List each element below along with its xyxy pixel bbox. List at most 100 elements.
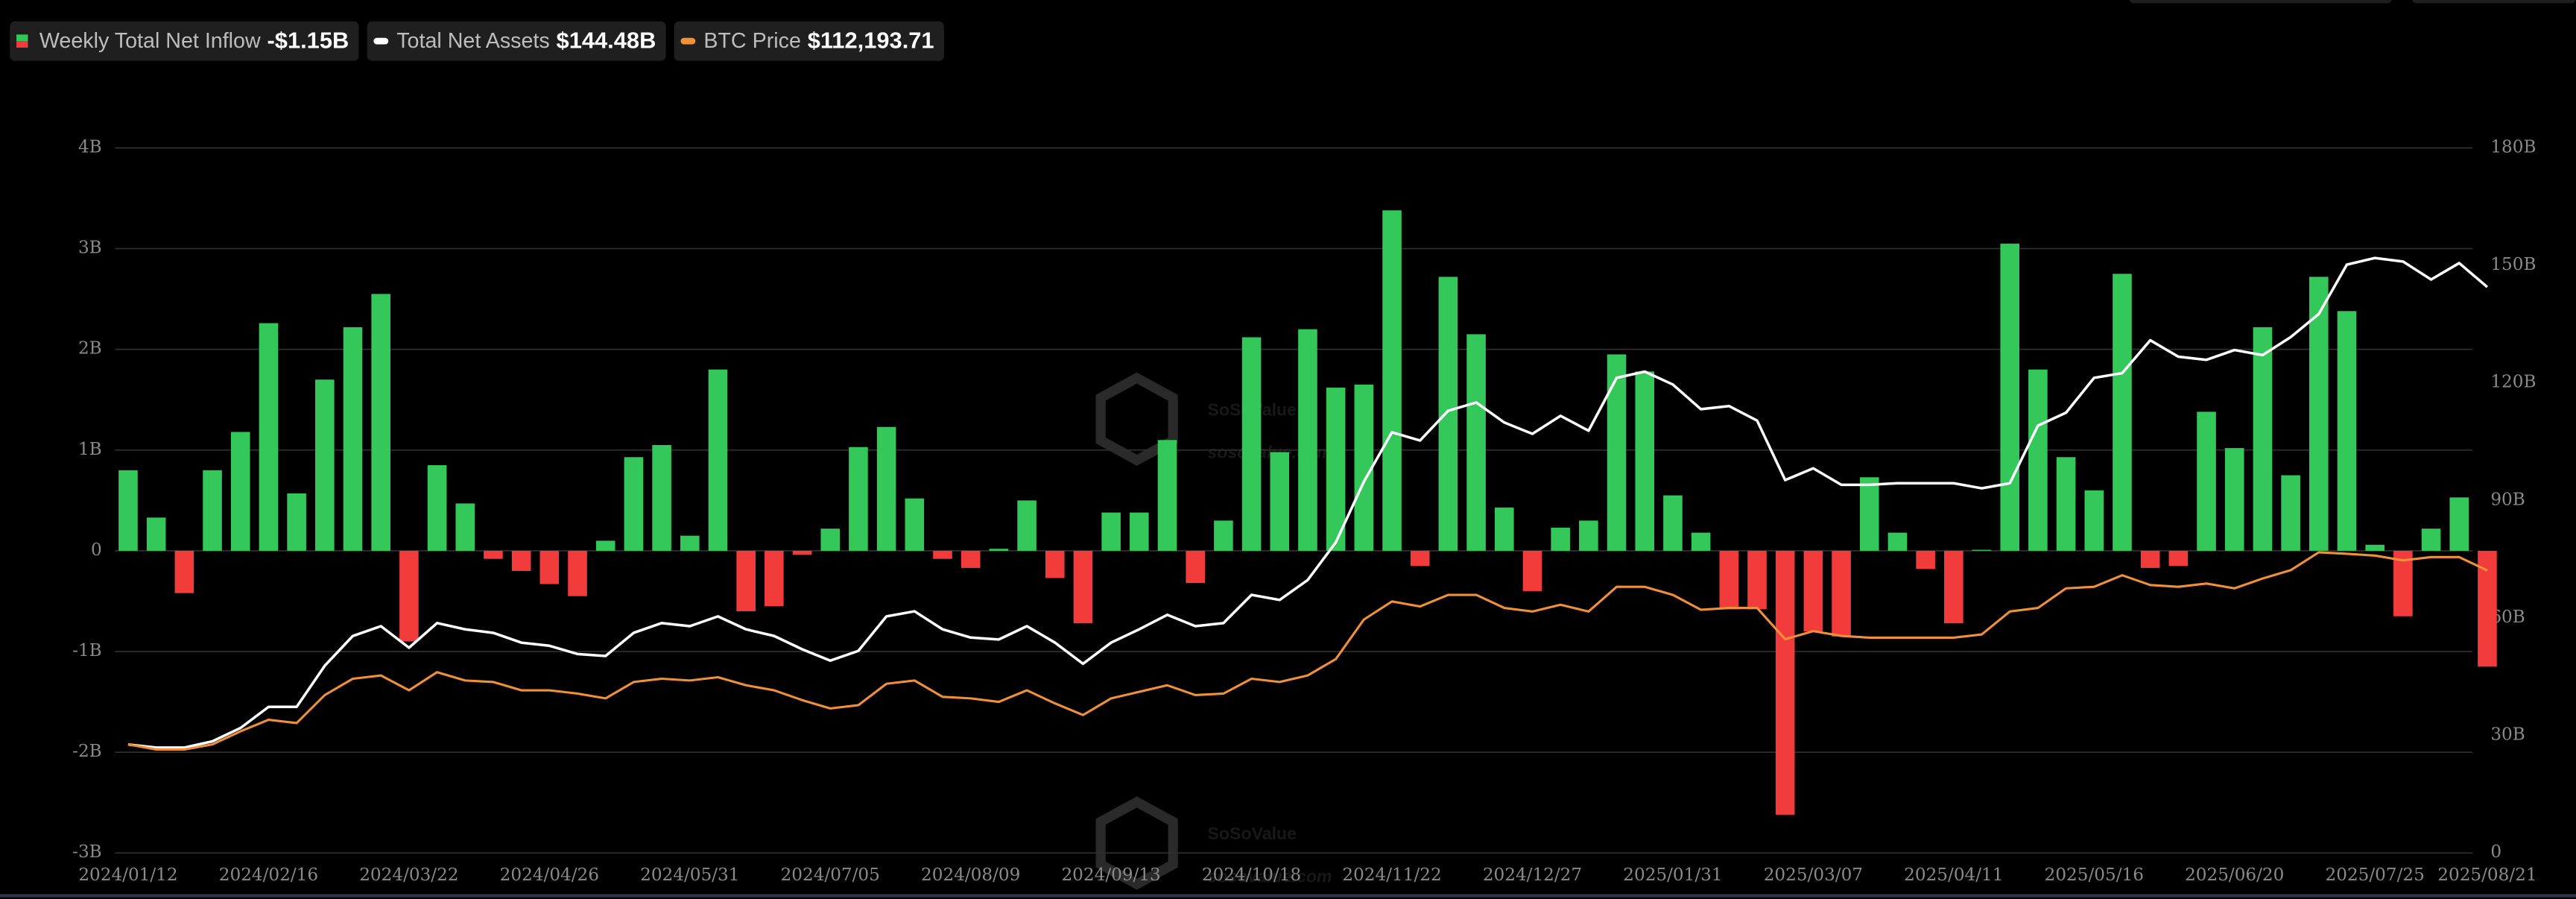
watermark-text: SoSoValue — [1207, 824, 1297, 843]
bar — [511, 550, 531, 571]
y-tick-label: 4B — [78, 137, 102, 157]
legend-name: Total Net Assets — [396, 29, 549, 53]
bar — [371, 294, 390, 551]
bar — [2140, 550, 2160, 568]
x-tick-label: 2024/05/31 — [640, 865, 739, 885]
bar — [1522, 550, 1542, 591]
bar — [652, 445, 671, 551]
line — [127, 256, 2489, 749]
legend-swatch — [16, 41, 28, 48]
bar — [2449, 497, 2469, 551]
x-tick-label: 2024/07/05 — [781, 865, 880, 885]
x-tick-label: 2025/08/21 — [2437, 865, 2537, 885]
bar — [1157, 440, 1177, 551]
bar — [230, 432, 250, 551]
bar — [708, 369, 728, 551]
x-tick-label: 2025/06/20 — [2185, 865, 2284, 885]
x-tick-label: 2024/10/18 — [1202, 865, 1301, 885]
legend-item: Total Net Assets $144.48B — [367, 21, 666, 61]
watermark-logo — [1095, 796, 1178, 890]
legend-item: BTC Price $112,193.71 — [674, 21, 944, 61]
bar — [315, 379, 335, 551]
bar — [2084, 490, 2104, 551]
y-tick-label: 3B — [78, 239, 102, 258]
bar — [1270, 452, 1290, 551]
legend-name: Weekly Total Net Inflow — [39, 29, 261, 53]
bar — [1635, 371, 1655, 551]
y-tick-label: -2B — [72, 742, 102, 761]
bar — [849, 447, 868, 551]
bar — [118, 470, 138, 551]
bar — [1186, 550, 1205, 584]
y2-tick-label: 120B — [2490, 373, 2536, 392]
x-tick-label: 2024/11/22 — [1342, 865, 1441, 885]
x-tick-label: 2025/07/25 — [2326, 865, 2425, 885]
watermark-bottom: SoSoValue sosovalue.com — [1095, 796, 1332, 890]
y2-tick-label: 30B — [2490, 725, 2525, 745]
x-tick-label: 2024/01/12 — [78, 865, 177, 885]
bar — [680, 535, 700, 551]
bar — [595, 540, 615, 551]
bar — [2197, 411, 2216, 551]
y-tick-label: -3B — [72, 842, 102, 862]
bar — [1719, 550, 1739, 610]
bar — [1241, 337, 1262, 551]
bar — [1466, 334, 1486, 551]
bar — [1382, 210, 1402, 551]
legend-box — [367, 21, 666, 61]
bar — [1495, 507, 1514, 551]
bar — [820, 529, 841, 551]
bar — [174, 550, 194, 593]
bar — [1775, 550, 1795, 815]
bar — [1101, 512, 1121, 551]
toolbar-button[interactable] — [2411, 0, 2576, 4]
x-tick-label: 2024/12/27 — [1483, 865, 1582, 885]
bar — [1354, 384, 1374, 551]
y-tick-label: 0 — [91, 540, 102, 560]
legend-item: Weekly Total Net Inflow -$1.15B — [10, 21, 359, 61]
bar — [2337, 311, 2357, 551]
x-tick-label: 2024/09/13 — [1061, 865, 1160, 885]
bar — [1663, 495, 1683, 551]
bar — [203, 470, 222, 551]
bar — [399, 550, 419, 642]
legend-name: BTC Price — [703, 29, 801, 53]
bar — [427, 465, 447, 551]
x-tick-label: 2025/01/31 — [1623, 865, 1722, 885]
bar — [2365, 544, 2384, 551]
bar — [624, 457, 644, 551]
bar — [2421, 529, 2441, 551]
y2-tick-label: 0 — [2490, 842, 2501, 862]
bar — [2000, 243, 2019, 551]
bar — [1803, 550, 1823, 631]
bar — [933, 550, 952, 559]
x-tick-label: 2024/04/26 — [500, 865, 599, 885]
bar — [2393, 550, 2413, 616]
bar — [287, 493, 306, 551]
bar — [539, 550, 560, 584]
bar — [905, 498, 925, 551]
y-tick-label: -1B — [72, 641, 102, 660]
y-tick-label: 1B — [78, 440, 102, 459]
bar — [1073, 550, 1093, 624]
bar — [146, 517, 166, 551]
y-tick-label: 2B — [78, 339, 102, 359]
bar — [1410, 550, 1430, 567]
bar — [1438, 277, 1458, 551]
toolbar-button[interactable] — [2129, 0, 2392, 4]
x-tick-label: 2025/05/16 — [2045, 865, 2144, 885]
watermark-url: sosovalue.com — [1207, 866, 1332, 886]
legend-value: -$1.15B — [268, 27, 349, 53]
bar — [1972, 549, 1992, 551]
bar — [1607, 354, 1627, 551]
bar — [1326, 388, 1346, 551]
bar — [1944, 550, 1963, 624]
y2-tick-label: 180B — [2490, 137, 2536, 157]
bar — [2253, 327, 2273, 551]
bar — [259, 323, 279, 551]
legend-swatch — [373, 37, 389, 45]
bar — [1017, 500, 1037, 551]
bar — [1045, 550, 1065, 578]
